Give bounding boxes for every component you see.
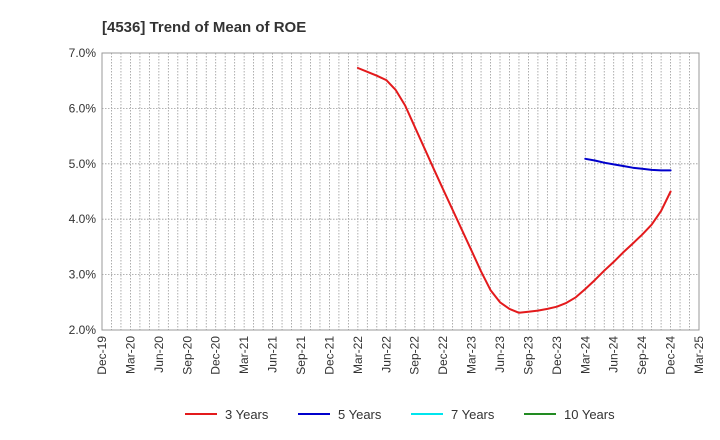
x-tick-label: Dec-24 <box>664 336 678 375</box>
legend-label-10-years: 10 Years <box>564 407 615 422</box>
y-tick-label: 7.0% <box>69 46 97 60</box>
legend: 3 Years 5 Years 7 Years 10 Years <box>185 407 615 422</box>
x-tick-label: Dec-23 <box>550 336 564 375</box>
x-tick-label: Dec-20 <box>209 336 223 375</box>
x-tick-label: Sep-21 <box>294 336 308 375</box>
x-tick-label: Dec-19 <box>95 336 109 375</box>
x-tick-label: Jun-23 <box>493 336 507 373</box>
x-tick-label: Jun-22 <box>379 336 393 373</box>
y-axis: 2.0% 3.0% 4.0% 5.0% 6.0% 7.0% <box>69 46 97 337</box>
x-tick-label: Sep-23 <box>521 336 535 375</box>
x-tick-label: Sep-20 <box>180 336 194 375</box>
x-tick-label: Sep-24 <box>635 336 649 375</box>
series-line-3-years <box>356 67 672 314</box>
x-tick-label: Jun-24 <box>607 336 621 373</box>
x-tick-label: Mar-21 <box>237 336 251 374</box>
x-tick-label: Sep-22 <box>408 336 422 375</box>
x-tick-label: Dec-21 <box>322 336 336 375</box>
legend-label-3-years: 3 Years <box>225 407 269 422</box>
x-tick-label: Mar-22 <box>351 336 365 374</box>
series-line-5-years <box>584 157 672 172</box>
x-axis: Dec-19 Mar-20 Jun-20 Sep-20 Dec-20 Mar-21 Jun-… <box>95 336 706 375</box>
x-tick-label: Mar-25 <box>692 336 706 374</box>
x-tick-label: Mar-23 <box>465 336 479 374</box>
grid <box>102 53 699 330</box>
y-tick-label: 6.0% <box>69 101 97 115</box>
x-tick-label: Dec-22 <box>436 336 450 375</box>
x-tick-label: Jun-21 <box>266 336 280 373</box>
plot-frame <box>101 52 700 331</box>
y-tick-label: 2.0% <box>69 323 97 337</box>
x-tick-label: Mar-24 <box>578 336 592 374</box>
y-tick-label: 4.0% <box>69 212 97 226</box>
legend-label-5-years: 5 Years <box>338 407 382 422</box>
chart-title: [4536] Trend of Mean of ROE <box>102 19 306 36</box>
series-lines <box>356 67 672 314</box>
x-tick-label: Mar-20 <box>123 336 137 374</box>
y-tick-label: 5.0% <box>69 157 97 171</box>
x-tick-label: Jun-20 <box>152 336 166 373</box>
legend-label-7-years: 7 Years <box>451 407 495 422</box>
y-tick-label: 3.0% <box>69 268 97 282</box>
